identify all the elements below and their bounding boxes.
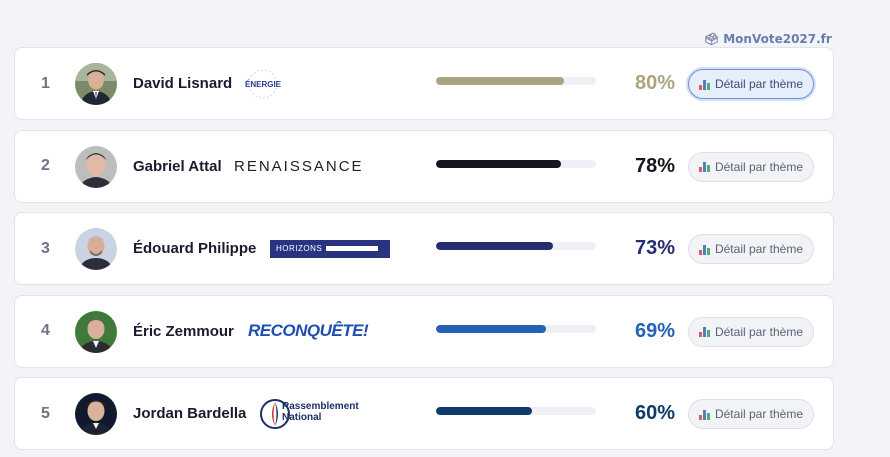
score-bar-fill: [436, 242, 553, 250]
rank-number: 1: [41, 74, 50, 92]
candidate-name: David Lisnard: [133, 75, 233, 92]
party-logo-text: RECONQUÊTE!: [248, 321, 369, 340]
bar-chart-icon: [698, 244, 710, 255]
score-bar-fill: [436, 324, 547, 333]
ballot-box-icon: 🗳: [704, 32, 720, 46]
avatar: [75, 145, 117, 188]
party-logo: RENAISSANCE: [234, 131, 364, 202]
candidate-row: 5 Jordan Bardella Rassemblement National: [14, 377, 834, 450]
detail-button-label: Détail par thème: [714, 159, 804, 174]
score-percent: 73%: [634, 237, 675, 259]
score-bar-fill: [436, 77, 564, 85]
detail-button[interactable]: Détail par thème: [688, 151, 814, 182]
candidate-name: Jordan Bardella: [133, 405, 247, 422]
candidate-name: Gabriel Attal: [133, 157, 222, 175]
bar-chart-icon: [698, 409, 710, 420]
avatar: [75, 228, 117, 270]
score-percent: 78%: [634, 154, 675, 177]
rank-number: 2: [41, 157, 50, 174]
candidate-name: Édouard Philippe: [133, 240, 257, 257]
avatar: [75, 310, 117, 353]
score-percent: 60%: [634, 402, 675, 424]
score-bar-fill: [436, 407, 532, 415]
candidate-row: 3 Édouard Philippe HORIZONS 73% Détail p…: [14, 212, 834, 285]
detail-button-label: Détail par thème: [714, 242, 804, 256]
avatar: [75, 393, 117, 435]
svg-text:ÉNERGIE: ÉNERGIE: [245, 80, 281, 89]
party-logo-text: Rassemblement National: [282, 400, 359, 423]
rank-number: 5: [41, 404, 50, 422]
bar-chart-icon: [698, 161, 710, 172]
detail-button[interactable]: Détail par thème: [688, 234, 814, 264]
score-percent: 80%: [634, 72, 675, 94]
score-percent: 69%: [634, 319, 675, 342]
candidate-row: 4 Éric Zemmour RECONQUÊTE! 69% Détail pa…: [14, 294, 834, 368]
detail-button[interactable]: Détail par thème: [688, 399, 814, 429]
brand-link[interactable]: 🗳 MonVote2027.fr: [704, 32, 832, 46]
party-logo: HORIZONS: [270, 213, 390, 284]
score-bar: [436, 77, 596, 85]
bar-chart-icon: [698, 79, 710, 90]
bar-chart-icon: [698, 326, 710, 337]
candidate-name: Éric Zemmour: [133, 322, 234, 340]
detail-button-label: Détail par thème: [714, 407, 804, 421]
detail-button[interactable]: Détail par thème: [688, 69, 814, 99]
rank-number: 4: [41, 322, 50, 339]
score-bar: [436, 407, 596, 415]
score-bar-fill: [436, 159, 561, 168]
brand-label: MonVote2027.fr: [723, 32, 832, 46]
party-logo: ÉNERGIE: [245, 48, 281, 119]
party-logo: Rassemblement National: [260, 378, 368, 449]
detail-button[interactable]: Détail par thème: [688, 316, 814, 347]
party-logo-text: HORIZONS: [276, 244, 323, 253]
candidate-row: 1 David Lisnard ÉNERGIE 80% Détail par t…: [14, 47, 834, 120]
score-bar: [436, 324, 596, 333]
score-bar: [436, 159, 596, 168]
detail-button-label: Détail par thème: [714, 324, 804, 339]
score-bar: [436, 242, 596, 250]
avatar: [75, 63, 117, 105]
party-logo: RECONQUÊTE!: [248, 296, 369, 367]
detail-button-label: Détail par thème: [714, 77, 804, 91]
candidate-list: 1 David Lisnard ÉNERGIE 80% Détail par t…: [14, 47, 834, 457]
party-logo-text: RENAISSANCE: [234, 157, 364, 175]
candidate-row: 2 Gabriel Attal RENAISSANCE 78% Détail p…: [14, 129, 834, 203]
rank-number: 3: [41, 239, 50, 257]
